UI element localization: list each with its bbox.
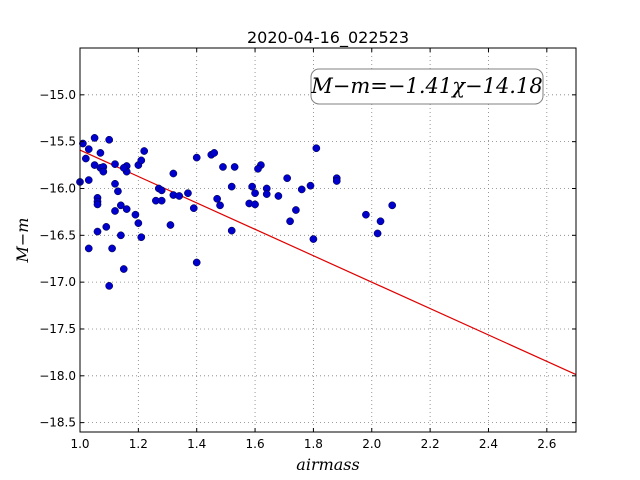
data-point [119, 265, 128, 273]
x-tick-label: 1.2 [129, 437, 148, 451]
data-point [219, 163, 227, 171]
data-point [189, 204, 198, 213]
x-tick-label: 1.0 [70, 437, 89, 451]
y-tick-label: −17.5 [39, 322, 76, 336]
x-tick-label: 2.2 [421, 437, 440, 451]
data-point [292, 206, 300, 214]
data-point [192, 153, 201, 162]
data-point [90, 134, 99, 142]
data-point [286, 217, 294, 226]
data-point [373, 229, 382, 238]
data-point [251, 189, 259, 198]
data-point [213, 194, 221, 203]
data-point [251, 200, 259, 209]
plot-background [80, 48, 576, 432]
data-point [283, 174, 292, 183]
data-point [84, 176, 93, 184]
data-point [312, 144, 321, 153]
chart-title: 2020-04-16_022523 [247, 28, 409, 48]
data-point [169, 169, 178, 178]
fit-equation-frame [310, 68, 544, 105]
data-point [102, 223, 111, 231]
y-tick-label: −15.0 [39, 88, 76, 102]
data-point [111, 179, 119, 188]
data-point [309, 235, 318, 243]
x-tick-label: 1.4 [187, 437, 206, 451]
data-point [84, 244, 93, 253]
data-point [114, 187, 122, 196]
data-point [84, 145, 93, 154]
y-axis-label: M−m [13, 218, 32, 264]
x-axis-label: airmass [296, 455, 359, 474]
data-point [175, 192, 184, 200]
data-point [81, 154, 90, 163]
data-point [376, 217, 385, 226]
data-point [274, 192, 283, 200]
data-point [362, 210, 370, 219]
x-tick-label: 1.6 [246, 437, 265, 451]
data-point [93, 227, 102, 236]
data-point [216, 201, 224, 210]
data-point [111, 160, 119, 168]
data-point [108, 244, 116, 253]
y-tick-label: −16.5 [39, 228, 76, 242]
data-point [137, 156, 146, 165]
data-point [388, 201, 397, 210]
data-point [134, 219, 143, 227]
data-point [248, 182, 256, 191]
data-point [192, 258, 201, 267]
data-point [306, 181, 315, 190]
y-tick-label: −16.0 [39, 181, 76, 195]
y-tick-label: −15.5 [39, 135, 76, 149]
data-point [105, 135, 114, 144]
x-tick-label: 1.8 [304, 437, 323, 451]
data-point [166, 221, 175, 229]
data-point [93, 200, 102, 209]
data-point [116, 201, 125, 210]
y-tick-label: −17.0 [39, 275, 76, 289]
data-point [157, 196, 166, 205]
data-point [99, 167, 108, 176]
data-points [76, 134, 397, 290]
data-point [332, 177, 341, 185]
data-point [254, 164, 262, 173]
y-tick-label: −18.5 [39, 416, 76, 430]
y-tick-label: −18.0 [39, 369, 76, 383]
data-point [157, 186, 166, 195]
data-point [210, 149, 219, 157]
data-point [116, 231, 125, 240]
fit-equation: M−m=−1.41χ−14.18 [310, 74, 542, 98]
x-tick-label: 2.0 [362, 437, 381, 451]
data-point [105, 282, 114, 290]
data-point [227, 182, 236, 191]
data-point [119, 164, 128, 172]
data-point [111, 207, 119, 215]
x-tick-label: 2.6 [537, 437, 556, 451]
axis-ticks: 1.0 1.2 1.4 1.6 1.8 2.0 2.2 2.4 2.6 −15.0 −15.5 −16… [39, 48, 576, 451]
data-point [137, 233, 146, 242]
data-point [227, 226, 236, 235]
data-point [262, 190, 271, 198]
fit-equation-box: M−m=−1.41χ−14.18 [310, 68, 544, 105]
data-point [140, 147, 149, 155]
data-point [131, 210, 140, 219]
data-point [122, 205, 131, 213]
data-point [297, 185, 306, 194]
plot-frame [79, 47, 577, 433]
x-tick-label: 2.4 [479, 437, 498, 451]
data-point [96, 149, 105, 157]
data-point [184, 189, 192, 198]
data-point [230, 163, 239, 171]
